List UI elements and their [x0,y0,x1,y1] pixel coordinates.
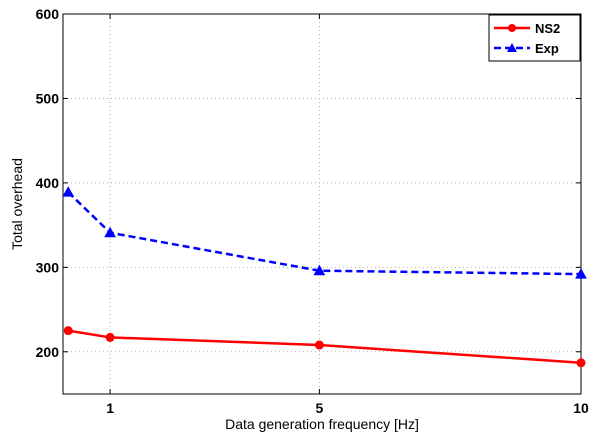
data-point-ns2 [576,358,586,368]
y-tick-label: 600 [36,6,60,22]
data-point-exp [62,186,75,197]
y-axis-label: Total overhead [9,158,25,250]
legend-label-ns2: NS2 [535,21,560,36]
y-tick-label: 200 [36,344,60,360]
data-point-exp [104,226,116,238]
series-line-ns2 [68,329,582,365]
data-point-ns2 [314,340,324,350]
data-point-ns2 [63,326,73,336]
x-tick-label: 5 [315,400,323,416]
plot-area-frame [62,13,582,395]
data-point-ns2 [105,332,115,342]
data-point-exp [313,264,326,276]
grid [63,14,581,394]
legend-label-exp: Exp [535,41,559,56]
y-tick-label: 400 [36,175,60,191]
x-tick-label: 10 [573,400,589,416]
y-tick-label: 500 [36,90,60,106]
data-point-exp [575,268,587,279]
legend-marker-exp [507,43,517,52]
series-line-exp [67,191,582,276]
x-axis-label: Data generation frequency [Hz] [225,416,419,432]
legend: NS2 Exp [488,14,581,62]
y-tick-label: 300 [36,259,60,275]
x-tick-label: 1 [106,400,114,416]
series-group [62,186,587,368]
axis-ticks: 200 300 400 500 600 1 5 10 [36,6,589,416]
legend-box [488,14,581,62]
legend-marker-ns2 [508,24,516,32]
